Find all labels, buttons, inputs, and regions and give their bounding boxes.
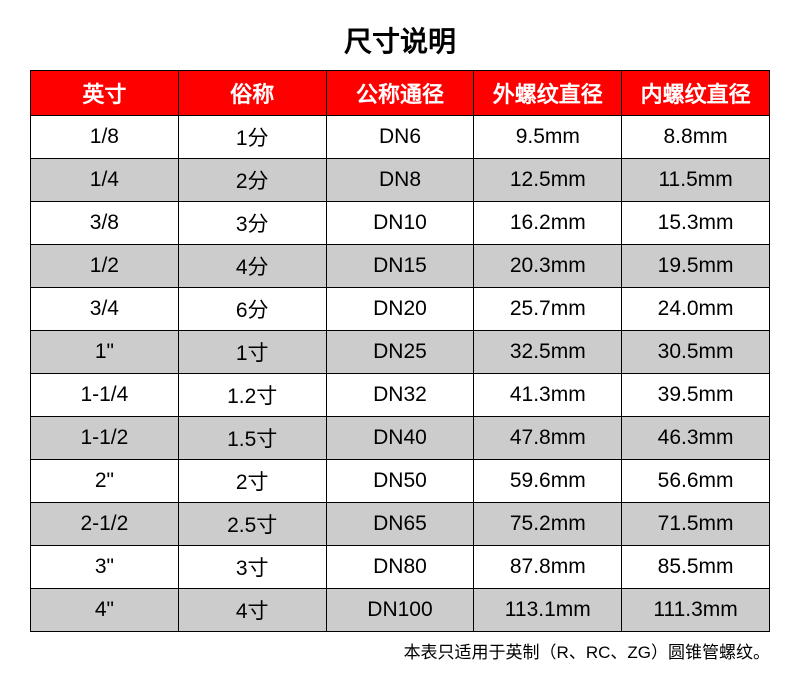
cell: 2" [31, 460, 179, 503]
cell: 1/8 [31, 116, 179, 159]
cell: 4" [31, 589, 179, 632]
cell: 1-1/2 [31, 417, 179, 460]
cell: DN25 [326, 331, 474, 374]
cell: 25.7mm [474, 288, 622, 331]
table-row: 1/8 1分 DN6 9.5mm 8.8mm [31, 116, 770, 159]
cell: 71.5mm [622, 503, 770, 546]
col-header-dn: 公称通径 [326, 71, 474, 116]
cell: 11.5mm [622, 159, 770, 202]
cell: 1-1/4 [31, 374, 179, 417]
cell: DN40 [326, 417, 474, 460]
table-row: 1/4 2分 DN8 12.5mm 11.5mm [31, 159, 770, 202]
cell: 20.3mm [474, 245, 622, 288]
table-row: 2" 2寸 DN50 59.6mm 56.6mm [31, 460, 770, 503]
cell: 111.3mm [622, 589, 770, 632]
table-title: 尺寸说明 [30, 20, 770, 60]
cell: 1.2寸 [178, 374, 326, 417]
cell: 41.3mm [474, 374, 622, 417]
cell: 2寸 [178, 460, 326, 503]
table-row: 3" 3寸 DN80 87.8mm 85.5mm [31, 546, 770, 589]
cell: 1/2 [31, 245, 179, 288]
cell: 3" [31, 546, 179, 589]
cell: DN20 [326, 288, 474, 331]
col-header-external: 外螺纹直径 [474, 71, 622, 116]
cell: 19.5mm [622, 245, 770, 288]
cell: DN32 [326, 374, 474, 417]
table-footnote: 本表只适用于英制（R、RC、ZG）圆锥管螺纹。 [30, 638, 770, 663]
cell: 6分 [178, 288, 326, 331]
cell: 46.3mm [622, 417, 770, 460]
table-row: 3/4 6分 DN20 25.7mm 24.0mm [31, 288, 770, 331]
cell: 75.2mm [474, 503, 622, 546]
cell: 4寸 [178, 589, 326, 632]
cell: 39.5mm [622, 374, 770, 417]
cell: 16.2mm [474, 202, 622, 245]
cell: DN10 [326, 202, 474, 245]
cell: 15.3mm [622, 202, 770, 245]
cell: 2-1/2 [31, 503, 179, 546]
cell: 47.8mm [474, 417, 622, 460]
cell: DN6 [326, 116, 474, 159]
cell: 3分 [178, 202, 326, 245]
cell: DN80 [326, 546, 474, 589]
cell: 24.0mm [622, 288, 770, 331]
cell: 56.6mm [622, 460, 770, 503]
table-row: 1-1/4 1.2寸 DN32 41.3mm 39.5mm [31, 374, 770, 417]
cell: 113.1mm [474, 589, 622, 632]
table-row: 4" 4寸 DN100 113.1mm 111.3mm [31, 589, 770, 632]
cell: 1.5寸 [178, 417, 326, 460]
cell: DN65 [326, 503, 474, 546]
cell: 4分 [178, 245, 326, 288]
table-row: 1-1/2 1.5寸 DN40 47.8mm 46.3mm [31, 417, 770, 460]
cell: 1/4 [31, 159, 179, 202]
cell: DN100 [326, 589, 474, 632]
header-row: 英寸 俗称 公称通径 外螺纹直径 内螺纹直径 [31, 71, 770, 116]
cell: 59.6mm [474, 460, 622, 503]
table-row: 1" 1寸 DN25 32.5mm 30.5mm [31, 331, 770, 374]
col-header-nickname: 俗称 [178, 71, 326, 116]
col-header-inch: 英寸 [31, 71, 179, 116]
cell: DN15 [326, 245, 474, 288]
table-row: 2-1/2 2.5寸 DN65 75.2mm 71.5mm [31, 503, 770, 546]
cell: 12.5mm [474, 159, 622, 202]
cell: 3/8 [31, 202, 179, 245]
col-header-internal: 内螺纹直径 [622, 71, 770, 116]
cell: 1分 [178, 116, 326, 159]
cell: 2.5寸 [178, 503, 326, 546]
cell: 9.5mm [474, 116, 622, 159]
table-row: 1/2 4分 DN15 20.3mm 19.5mm [31, 245, 770, 288]
cell: 1寸 [178, 331, 326, 374]
cell: 1" [31, 331, 179, 374]
table-body: 1/8 1分 DN6 9.5mm 8.8mm 1/4 2分 DN8 12.5mm… [31, 116, 770, 632]
table-row: 3/8 3分 DN10 16.2mm 15.3mm [31, 202, 770, 245]
cell: 3寸 [178, 546, 326, 589]
cell: 85.5mm [622, 546, 770, 589]
cell: 8.8mm [622, 116, 770, 159]
cell: 2分 [178, 159, 326, 202]
cell: 32.5mm [474, 331, 622, 374]
cell: 3/4 [31, 288, 179, 331]
cell: 30.5mm [622, 331, 770, 374]
cell: DN8 [326, 159, 474, 202]
size-table: 英寸 俗称 公称通径 外螺纹直径 内螺纹直径 1/8 1分 DN6 9.5mm … [30, 70, 770, 632]
cell: 87.8mm [474, 546, 622, 589]
cell: DN50 [326, 460, 474, 503]
